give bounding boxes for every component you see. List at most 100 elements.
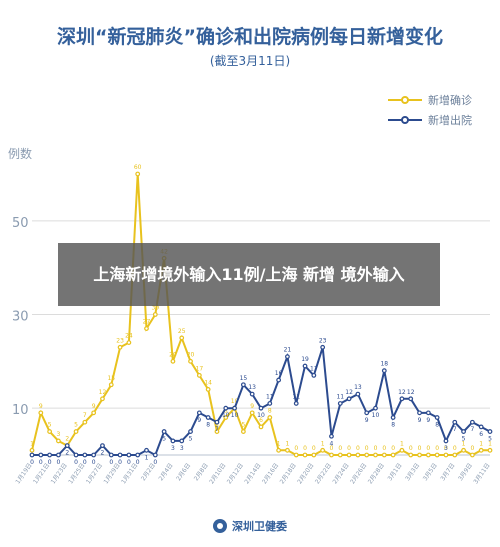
data-point-confirmed <box>240 429 246 434</box>
x-tick-label: 2月10日 <box>208 462 227 485</box>
data-point-confirmed <box>390 452 396 458</box>
data-label-confirmed: 0 <box>365 445 369 452</box>
data-point-discharged <box>170 438 176 444</box>
x-tick-label: 3月1日 <box>387 462 404 482</box>
data-point-confirmed <box>205 387 211 392</box>
data-label-discharged: 0 <box>39 459 43 466</box>
data-point-discharged <box>91 452 97 458</box>
data-label-confirmed: 0 <box>382 445 386 452</box>
data-point-discharged <box>355 391 361 397</box>
health-commission-logo-icon <box>213 519 227 533</box>
data-point-discharged <box>126 452 132 458</box>
data-label-confirmed: 15 <box>107 375 115 382</box>
data-label-confirmed: 6 <box>259 417 263 424</box>
data-point-confirmed <box>364 452 370 458</box>
legend-swatch-confirmed <box>388 94 422 106</box>
data-label-confirmed: 9 <box>92 403 96 410</box>
data-point-confirmed <box>461 447 466 453</box>
data-label-confirmed: 1 <box>321 440 325 447</box>
data-label-confirmed: 0 <box>294 445 298 452</box>
data-label-discharged: 0 <box>127 459 131 466</box>
data-label-discharged: 6 <box>479 431 483 438</box>
data-label-confirmed: 2 <box>65 436 69 443</box>
data-label-confirmed: 3 <box>57 431 61 438</box>
data-point-discharged <box>56 452 61 458</box>
data-point-confirmed <box>126 340 132 346</box>
data-point-discharged <box>346 396 352 402</box>
data-point-discharged <box>152 452 158 458</box>
data-point-discharged <box>434 415 440 420</box>
data-label-discharged: 8 <box>435 422 439 429</box>
data-point-confirmed <box>38 410 44 416</box>
data-label-discharged: 9 <box>365 417 369 424</box>
data-label-discharged: 5 <box>162 436 166 443</box>
data-label-discharged: 2 <box>65 450 69 457</box>
data-label-discharged: 7 <box>215 426 219 433</box>
data-label-confirmed: 7 <box>83 412 87 419</box>
data-label-confirmed: 0 <box>338 445 342 452</box>
data-point-confirmed <box>135 171 141 177</box>
data-label-discharged: 7 <box>453 426 457 433</box>
data-point-discharged <box>293 401 299 406</box>
data-point-confirmed <box>188 358 193 364</box>
data-label-confirmed: 10 <box>231 398 239 405</box>
data-point-discharged <box>478 424 484 430</box>
data-label-confirmed: 5 <box>241 422 245 429</box>
data-label-confirmed: 0 <box>418 445 422 452</box>
data-point-discharged <box>364 410 370 416</box>
data-point-discharged <box>64 443 70 449</box>
data-point-confirmed <box>223 415 229 420</box>
data-label-confirmed: 30 <box>151 305 159 312</box>
data-point-discharged <box>373 405 378 411</box>
data-label-confirmed: 5 <box>74 422 78 429</box>
legend-item-confirmed: 新增确诊 <box>388 90 472 110</box>
data-point-discharged <box>381 368 387 374</box>
data-label-discharged: 12 <box>407 389 415 396</box>
data-point-discharged <box>329 433 334 439</box>
data-label-discharged: 15 <box>240 375 248 382</box>
data-label-confirmed: 1 <box>488 440 492 447</box>
y-tick-label: 10 <box>12 403 29 418</box>
data-label-discharged: 0 <box>48 459 52 466</box>
data-point-discharged <box>302 363 308 369</box>
data-label-discharged: 9 <box>426 417 430 424</box>
legend-label-discharged: 新增出院 <box>428 114 472 127</box>
data-label-discharged: 13 <box>354 384 362 391</box>
data-label-discharged: 3 <box>171 445 175 452</box>
legend: 新增确诊 新增出院 <box>388 90 472 130</box>
data-point-confirmed <box>170 358 176 364</box>
data-point-discharged <box>232 405 237 411</box>
data-point-confirmed <box>434 452 440 458</box>
data-label-discharged: 17 <box>310 365 318 372</box>
data-point-confirmed <box>152 312 158 317</box>
data-label-discharged: 8 <box>206 422 210 429</box>
data-label-confirmed: 9 <box>39 403 43 410</box>
data-point-confirmed <box>108 382 114 388</box>
data-point-confirmed <box>91 410 97 416</box>
data-point-confirmed <box>417 452 422 458</box>
data-point-confirmed <box>478 447 484 453</box>
data-label-discharged: 12 <box>398 389 406 396</box>
data-point-discharged <box>117 452 123 458</box>
data-point-discharged <box>205 415 211 420</box>
data-point-confirmed <box>320 447 326 453</box>
data-point-confirmed <box>144 326 149 331</box>
data-label-confirmed: 0 <box>312 445 316 452</box>
data-point-confirmed <box>408 452 414 458</box>
data-label-confirmed: 0 <box>374 445 378 452</box>
chart-subtitle: (截至3月11日) <box>209 54 291 68</box>
data-label-confirmed: 0 <box>347 445 351 452</box>
data-point-confirmed <box>29 447 35 453</box>
data-point-discharged <box>337 401 343 406</box>
footer: 深圳卫健委 <box>0 518 500 534</box>
data-point-discharged <box>258 405 264 411</box>
x-tick-label: 2月22日 <box>314 462 333 485</box>
data-point-discharged <box>320 344 326 350</box>
data-point-confirmed <box>196 372 202 378</box>
x-tick-label: 2月6日 <box>175 462 192 482</box>
data-point-confirmed <box>425 452 431 458</box>
data-point-confirmed <box>399 447 405 453</box>
data-point-discharged <box>408 396 414 402</box>
data-point-discharged <box>73 452 79 458</box>
